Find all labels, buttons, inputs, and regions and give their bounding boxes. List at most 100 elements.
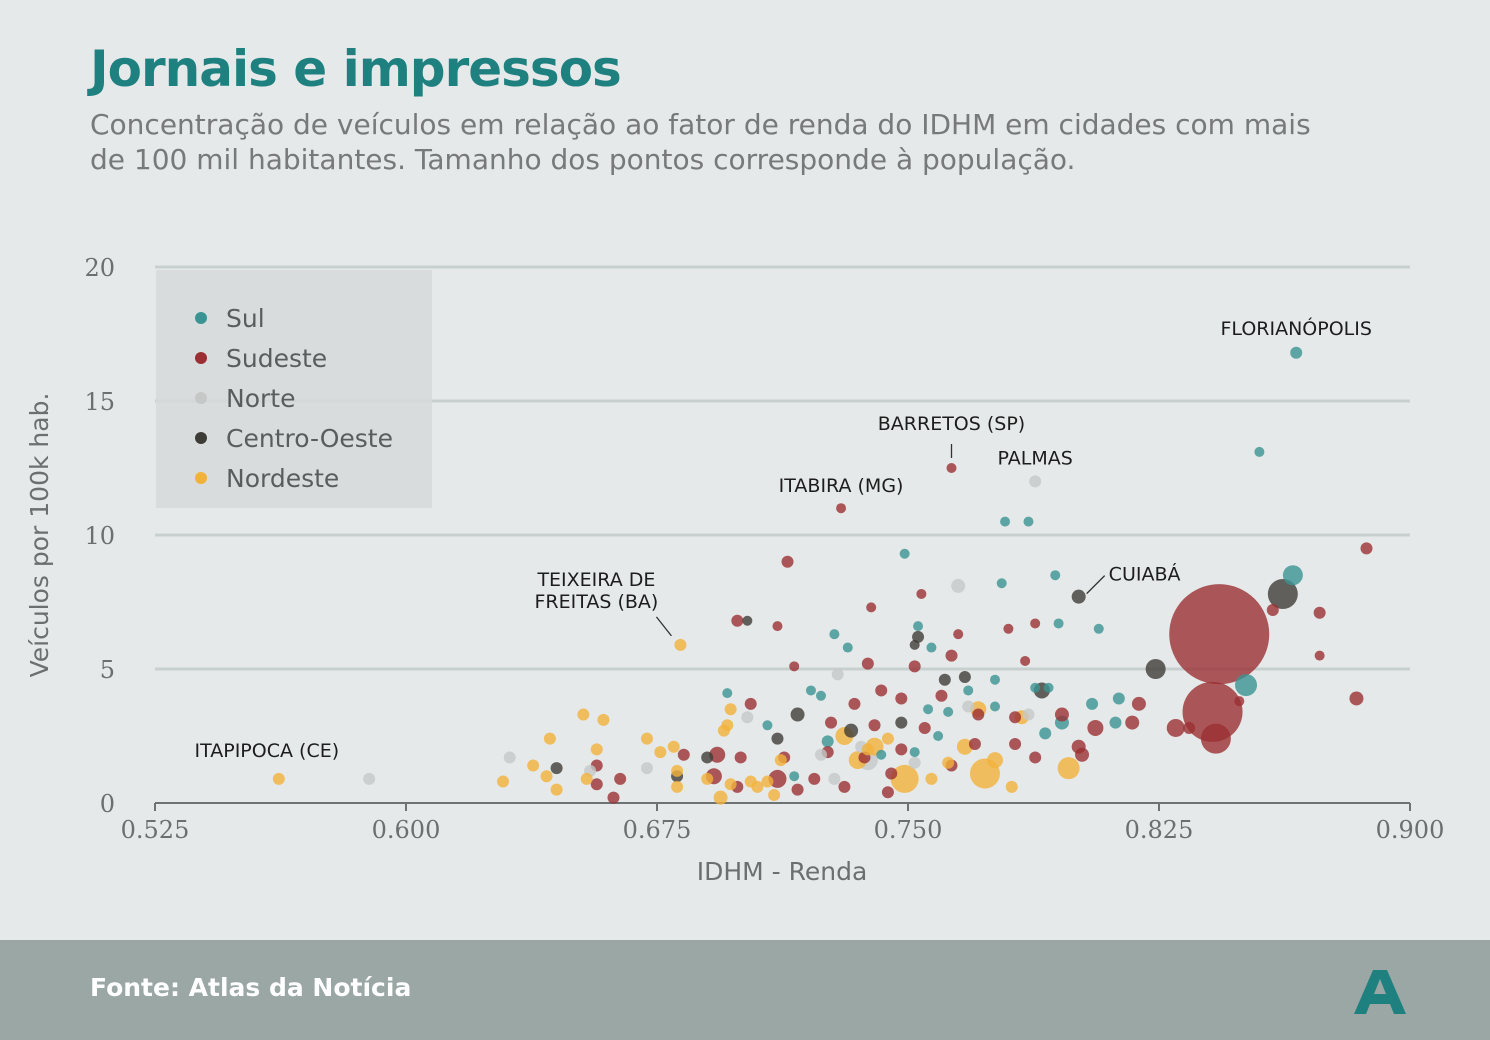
point-nordeste bbox=[774, 754, 787, 767]
point-sudeste bbox=[916, 588, 927, 599]
y-tick-label: 20 bbox=[84, 254, 115, 282]
point-nordeste bbox=[577, 708, 590, 721]
point-nordeste bbox=[527, 759, 540, 772]
point-sudeste bbox=[881, 786, 894, 799]
atlas-logo-icon bbox=[1354, 970, 1406, 1014]
point-sudeste bbox=[861, 657, 874, 670]
point-sudeste bbox=[808, 772, 821, 785]
point-norte bbox=[741, 711, 754, 724]
point-nordeste bbox=[1005, 780, 1018, 793]
annotation-label: FLORIANÓPOLIS bbox=[1220, 316, 1371, 340]
point-sudeste bbox=[895, 743, 908, 756]
point-norte bbox=[828, 772, 841, 785]
point-nordeste bbox=[768, 788, 781, 801]
point-sul bbox=[1109, 716, 1122, 729]
point-sul bbox=[1039, 727, 1052, 740]
point-sul bbox=[1290, 346, 1303, 359]
point-nordeste bbox=[640, 732, 653, 745]
point-sudeste bbox=[677, 748, 690, 761]
point-centro-oeste bbox=[771, 732, 784, 745]
point-sul bbox=[899, 548, 910, 559]
legend-marker bbox=[195, 392, 207, 404]
point-sudeste bbox=[1009, 711, 1022, 724]
point-sudeste bbox=[1075, 747, 1090, 762]
y-tick-label: 15 bbox=[84, 388, 115, 416]
point-nordeste bbox=[674, 638, 687, 651]
point-sul bbox=[805, 685, 816, 696]
point-sul bbox=[963, 685, 974, 696]
point-sudeste bbox=[836, 503, 847, 514]
point-sudeste bbox=[1200, 723, 1231, 754]
point-sul bbox=[815, 690, 826, 701]
legend-label: Centro-Oeste bbox=[226, 424, 393, 453]
footer: Fonte: Atlas da Notícia bbox=[0, 940, 1490, 1040]
point-nordeste bbox=[701, 772, 714, 785]
point-sudeste bbox=[848, 697, 861, 710]
y-tick-label: 5 bbox=[100, 656, 115, 684]
point-sul bbox=[1282, 565, 1303, 586]
annotation-line: TEIXEIRA DE bbox=[536, 569, 655, 591]
point-norte bbox=[503, 751, 516, 764]
point-sul bbox=[933, 731, 944, 741]
point-sudeste bbox=[1125, 715, 1140, 730]
point-nordeste bbox=[667, 740, 680, 753]
point-nordeste bbox=[956, 738, 973, 755]
point-sudeste bbox=[1087, 719, 1104, 736]
point-nordeste bbox=[671, 780, 684, 793]
point-centro-oeste bbox=[844, 723, 859, 738]
point-norte bbox=[640, 762, 653, 775]
point-centro-oeste bbox=[790, 707, 805, 722]
point-sudeste bbox=[868, 719, 881, 732]
point-sudeste bbox=[744, 697, 757, 710]
point-nordeste bbox=[987, 752, 1004, 769]
point-sudeste bbox=[791, 783, 804, 796]
point-sudeste bbox=[935, 689, 948, 702]
point-nordeste bbox=[597, 713, 610, 726]
point-nordeste bbox=[925, 772, 938, 785]
point-nordeste bbox=[751, 780, 764, 793]
point-sul bbox=[909, 747, 920, 758]
data-points bbox=[272, 346, 1373, 805]
x-tick-label: 0.750 bbox=[874, 816, 943, 844]
point-sudeste bbox=[1360, 542, 1373, 555]
point-sudeste bbox=[1003, 623, 1014, 634]
annotation-label: PALMAS bbox=[998, 447, 1073, 469]
point-centro-oeste bbox=[1071, 589, 1086, 604]
point-norte bbox=[908, 756, 921, 769]
point-centro-oeste bbox=[912, 630, 925, 643]
point-sul bbox=[842, 642, 853, 653]
point-sudeste bbox=[918, 721, 931, 734]
point-sul bbox=[1030, 682, 1041, 693]
point-nordeste bbox=[861, 743, 874, 756]
point-sudeste bbox=[1266, 604, 1279, 617]
legend-box bbox=[156, 270, 432, 508]
point-sudeste bbox=[1020, 655, 1031, 666]
annotation-label: TEIXEIRA DE FREITAS (BA) bbox=[535, 569, 659, 613]
point-norte bbox=[1029, 475, 1042, 488]
point-sudeste bbox=[946, 463, 957, 473]
point-sudeste bbox=[789, 661, 800, 672]
point-sul bbox=[789, 771, 800, 782]
point-centro-oeste bbox=[742, 615, 753, 626]
annotation-label: CUIABÁ bbox=[1109, 563, 1181, 586]
legend-marker bbox=[195, 472, 207, 484]
point-sul bbox=[1023, 516, 1034, 527]
point-sudeste bbox=[875, 684, 888, 697]
x-axis-label: IDHM - Renda bbox=[697, 857, 868, 886]
point-nordeste bbox=[942, 756, 955, 769]
legend-label: Nordeste bbox=[226, 464, 339, 493]
point-sul bbox=[829, 629, 840, 640]
point-sudeste bbox=[1313, 606, 1326, 619]
annotation-label: ITAPIPOCA (CE) bbox=[195, 740, 340, 762]
annotations: FLORIANÓPOLIS BARRETOS (SP) PALMAS ITABIRA … bbox=[195, 316, 1372, 762]
point-centro-oeste bbox=[938, 673, 951, 686]
point-sul bbox=[821, 735, 834, 748]
point-sudeste bbox=[614, 772, 627, 785]
point-sudeste bbox=[1009, 738, 1022, 751]
point-nordeste bbox=[543, 732, 556, 745]
legend-marker bbox=[195, 312, 207, 324]
point-nordeste bbox=[881, 732, 894, 745]
point-sudeste bbox=[590, 778, 603, 791]
point-sul bbox=[996, 578, 1007, 589]
